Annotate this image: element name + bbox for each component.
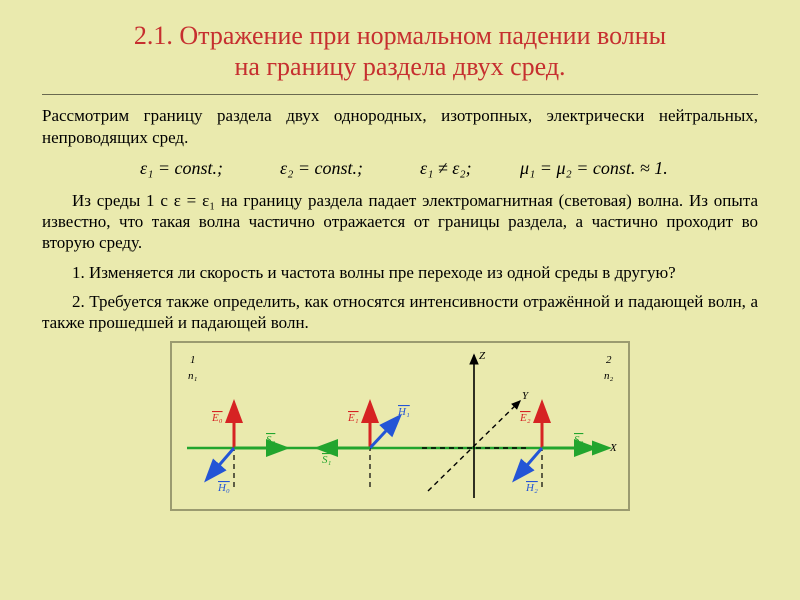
axis-x-label: X [609,442,618,454]
intro-paragraph: Рассмотрим границу раздела двух однородн… [42,105,758,148]
formula-epsneq: ε₁ ≠ ε₂; [420,158,472,178]
wave-1: E₁ H₁ S₁ [320,401,410,491]
question-2: 2. Требуется также определить, как относ… [42,291,758,334]
n2-label: n₂ [604,370,614,382]
title-line-1: Отражение при нормальном падении волны [179,21,666,50]
formula-eps2: ε₂ = const.; [280,158,363,178]
slide-title: 2.1. Отражение при нормальном падении во… [42,20,758,82]
svg-text:E₀: E₀ [211,412,223,424]
question-1: 1. Изменяется ли скорость и частота волн… [42,262,758,283]
svg-text:S₂: S₂ [574,434,584,446]
label-H1: H₁ [397,406,410,418]
section-number: 2.1. [134,21,173,50]
label-S0: S₀ [266,434,276,446]
title-divider [42,94,758,95]
svg-text:E₁: E₁ [347,412,359,424]
svg-text:S₀: S₀ [266,434,276,446]
label-E0: E₀ [211,412,223,424]
formula-row: ε₁ = const.; ε₂ = const.; ε₁ ≠ ε₂; μ₁ = … [42,156,758,182]
diagram: Z Y X 1 n₁ 2 n₂ E₀ [170,341,630,511]
axis-y-label: Y [522,390,530,402]
label-S1: S₁ [322,454,332,466]
label-S2: S₂ [574,434,584,446]
formula-mu: μ₁ = μ₂ = const. ≈ 1. [519,158,668,178]
svg-text:H₁: H₁ [397,406,410,418]
svg-text:H₀: H₀ [217,482,230,494]
axis-z-label: Z [479,350,486,362]
main-paragraph: Из среды 1 с ε = ε₁ на границу раздела п… [42,190,758,254]
medium-1-label: 1 [190,354,196,366]
medium-2-label: 2 [606,354,612,366]
label-H2: H₂ [525,482,538,494]
svg-text:E₂: E₂ [519,412,531,424]
origin-axes: Z Y [422,350,530,498]
title-line-2: на границу раздела двух сред. [234,52,565,81]
formula-eps1: ε₁ = const.; [140,158,223,178]
svg-text:H₂: H₂ [525,482,538,494]
svg-text:S₁: S₁ [322,454,332,466]
label-E1: E₁ [347,412,359,424]
label-E2: E₂ [519,412,531,424]
n1-label: n₁ [188,370,198,382]
label-H0: H₀ [217,482,230,494]
